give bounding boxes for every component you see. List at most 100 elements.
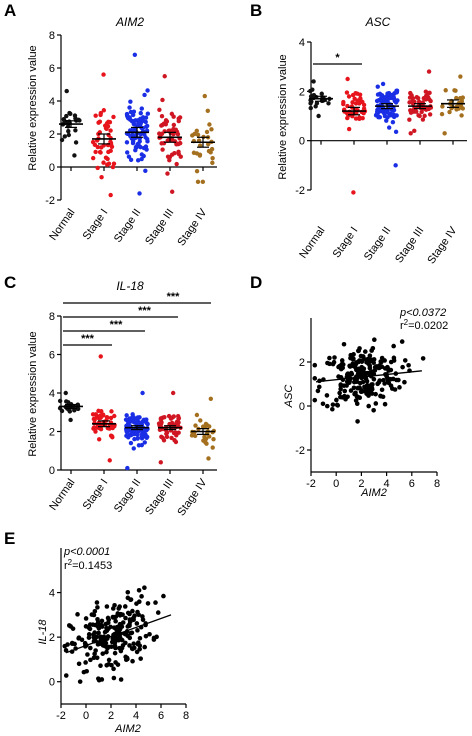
data-point [355, 419, 360, 424]
data-point [171, 126, 176, 132]
data-point [115, 611, 121, 616]
data-point [193, 423, 198, 428]
data-point [375, 381, 380, 387]
data-point [130, 608, 135, 614]
data-point [460, 106, 465, 111]
data-point [360, 354, 366, 359]
data-point [340, 365, 345, 371]
data-point [194, 168, 200, 174]
data-point [138, 110, 143, 116]
data-point [376, 97, 382, 103]
data-point [200, 179, 206, 185]
data-point [164, 434, 170, 440]
data-point [170, 390, 176, 396]
data-point [327, 355, 332, 361]
data-point [416, 99, 422, 104]
data-point [379, 387, 385, 393]
data-point [315, 388, 321, 394]
data-point [311, 79, 316, 84]
data-point [372, 337, 377, 343]
data-point [172, 150, 177, 156]
panel-d-r2: r2=0.0202 [400, 318, 448, 333]
data-point [98, 110, 104, 116]
data-point [399, 339, 405, 344]
data-point [357, 101, 362, 106]
data-point [408, 131, 413, 136]
y-tick-label: 0 [49, 677, 55, 689]
panel-c-ylabel: Relative expression value [27, 331, 39, 456]
data-point [88, 657, 93, 663]
data-point [108, 128, 113, 133]
data-point [147, 631, 152, 637]
panel-letter-b: B [250, 1, 262, 20]
data-point [326, 101, 331, 106]
data-point [103, 640, 109, 646]
data-point [195, 179, 201, 185]
data-point [94, 600, 100, 605]
data-point [109, 409, 114, 414]
data-point [334, 397, 339, 403]
data-point [362, 384, 367, 390]
data-point [124, 413, 129, 418]
data-point [127, 611, 132, 617]
data-point [98, 150, 103, 155]
data-point [169, 189, 175, 194]
x-tick-label: 8 [183, 710, 189, 722]
data-point [127, 105, 132, 110]
data-point [208, 396, 214, 401]
data-point [209, 127, 214, 132]
data-point [144, 136, 150, 142]
data-point [103, 621, 109, 627]
data-point [96, 630, 101, 636]
data-point [136, 587, 142, 593]
data-point [117, 645, 122, 651]
data-point [95, 642, 101, 647]
category-label: Stage I [81, 477, 111, 512]
panel-e-p-value: p<0.0001 [63, 546, 110, 558]
data-point [143, 168, 148, 173]
data-point [57, 398, 63, 404]
data-point [124, 111, 130, 117]
regression-line [315, 370, 422, 383]
y-tick-label: 8 [49, 311, 55, 323]
data-point [144, 435, 149, 440]
data-point [406, 362, 411, 368]
data-point [64, 113, 69, 119]
data-point [195, 132, 201, 138]
data-point [106, 617, 112, 622]
data-point [324, 393, 330, 398]
data-point [77, 679, 83, 684]
data-point [366, 403, 371, 409]
data-point [108, 433, 114, 438]
data-point [371, 407, 376, 413]
panel-d-r2-text-rest: =0.0202 [408, 320, 448, 332]
data-point [165, 171, 170, 176]
data-point [312, 376, 318, 381]
data-point [341, 383, 347, 388]
data-point [342, 388, 348, 394]
data-point [137, 191, 142, 196]
data-point [344, 90, 350, 95]
data-point [388, 359, 394, 365]
data-point [129, 118, 135, 124]
data-point [386, 368, 391, 373]
data-point [327, 361, 332, 367]
data-point [90, 155, 96, 161]
data-point [427, 112, 433, 117]
data-point [130, 412, 135, 417]
data-point [83, 660, 88, 665]
data-point [111, 114, 116, 120]
data-point [388, 113, 393, 118]
data-point [346, 126, 352, 132]
y-tick-label: -2 [295, 445, 305, 457]
data-point [380, 81, 386, 87]
data-point [389, 386, 395, 391]
data-point [160, 122, 165, 128]
data-point [131, 615, 136, 621]
y-tick-label: 6 [49, 63, 55, 75]
x-tick-label: 4 [133, 710, 139, 722]
data-point [361, 110, 366, 116]
data-point [209, 146, 215, 152]
data-point [353, 390, 358, 396]
y-tick-label: 0 [49, 162, 55, 174]
